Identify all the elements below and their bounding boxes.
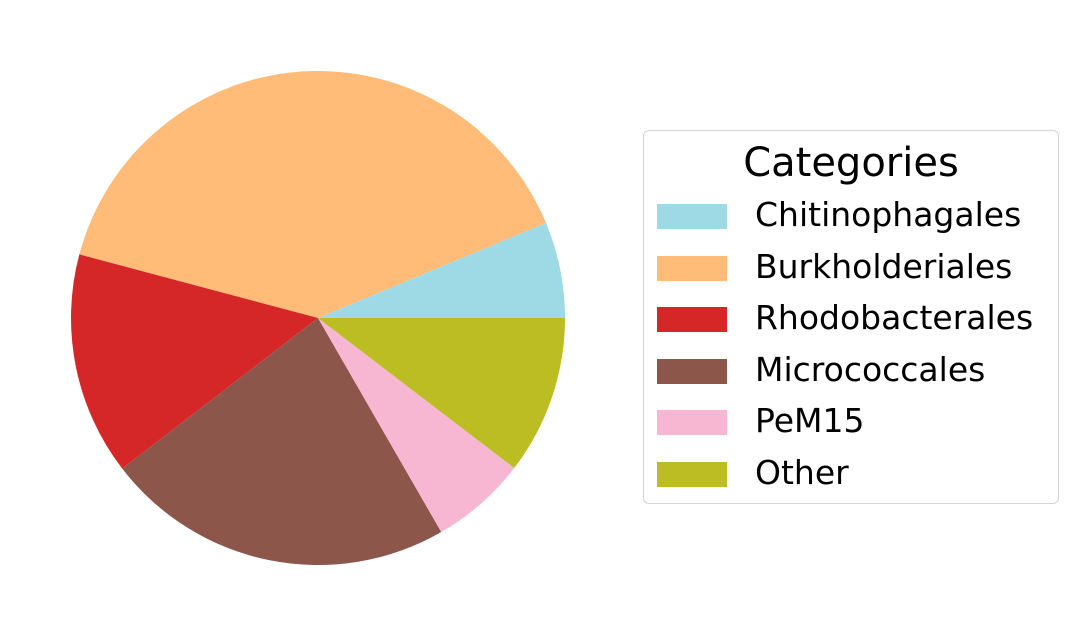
- pie-slices: [70, 70, 565, 566]
- legend-label: Burkholderiales: [755, 246, 1013, 286]
- legend-label: Chitinophagales: [755, 195, 1022, 234]
- legend-swatch: [657, 307, 727, 333]
- legend-swatch: [657, 358, 727, 384]
- pie-slice-rhodobacterales: [70, 254, 318, 469]
- legend-label: Micrococcales: [755, 349, 986, 389]
- legend-label: Other: [755, 452, 849, 492]
- legend-item: Rhodobacterales: [644, 292, 1058, 344]
- pie-slice-chitinophagales: [318, 222, 565, 318]
- legend-item: Other: [644, 447, 1058, 499]
- legend-label: Rhodobacterales: [755, 298, 1034, 338]
- legend-swatch: [657, 461, 727, 487]
- legend-swatch: [657, 204, 727, 229]
- legend-item: Burkholderiales: [644, 241, 1058, 293]
- legend-swatch: [657, 410, 727, 436]
- legend: Categories Chitinophagales Burkholderial…: [643, 130, 1059, 504]
- legend-items: Chitinophagales Burkholderiales Rhodobac…: [644, 189, 1058, 499]
- legend-title: Categories: [743, 140, 959, 186]
- pie-slice-pem15: [318, 318, 515, 533]
- pie-slice-other: [318, 318, 565, 469]
- legend-label: PeM15: [755, 401, 865, 441]
- legend-item: Micrococcales: [644, 344, 1058, 396]
- legend-item: Chitinophagales: [644, 189, 1058, 241]
- pie-slice-micrococcales: [122, 318, 442, 566]
- legend-item: PeM15: [644, 395, 1058, 447]
- legend-swatch: [657, 255, 727, 281]
- pie-slice-burkholderiales: [79, 70, 546, 318]
